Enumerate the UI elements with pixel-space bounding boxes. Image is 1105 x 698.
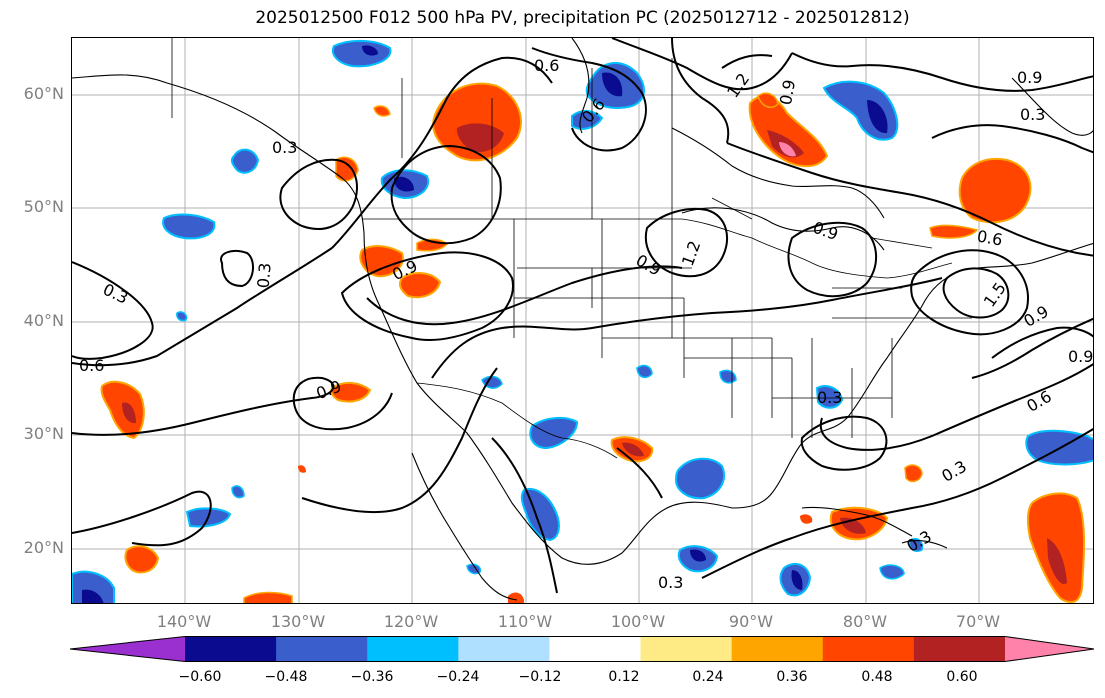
colorbar-tick-label: −0.12 [518, 669, 562, 685]
colorbar-segment [458, 636, 550, 662]
colorbar-segment [913, 636, 1006, 662]
colorbar-tick-label: −0.24 [436, 669, 480, 685]
coastlines [72, 38, 1093, 601]
contour-label: 0.3 [254, 262, 275, 289]
contour-label: 0.3 [100, 280, 131, 308]
contour-label: 0.6 [534, 56, 559, 75]
colorbar-outline [70, 636, 1095, 662]
contour-label: 0.3 [658, 573, 683, 592]
precip-negative-areas [72, 40, 1093, 603]
colorbar-tick-label: 0.60 [946, 669, 978, 685]
lat-label-30n: 30°N [23, 424, 64, 443]
lat-label-50n: 50°N [23, 197, 64, 216]
lon-label-110w: 110°W [497, 612, 553, 631]
lat-label-20n: 20°N [23, 538, 64, 557]
contour-label: 0.3 [817, 388, 842, 407]
contour-label: 0.3 [272, 138, 297, 157]
lat-label-40n: 40°N [23, 311, 64, 330]
colorbar [70, 636, 1095, 662]
colorbar-segment [822, 636, 915, 662]
colorbar-segment [276, 636, 368, 662]
lon-label-140w: 140°W [156, 612, 212, 631]
chart-title: 2025012500 F012 500 hPa PV, precipitatio… [255, 8, 910, 28]
colorbar-tick-label: −0.36 [350, 669, 394, 685]
contour-label: 0.3 [903, 527, 935, 556]
colorbar-tick-label: −0.48 [264, 669, 308, 685]
contour-label: 0.3 [938, 457, 970, 486]
contour-label: 0.6 [79, 356, 104, 375]
colorbar-segment [367, 636, 459, 662]
colorbar-segment [549, 636, 642, 662]
map-svg: 0.6 1.2 0.9 0.9 0.3 0.3 0.3 0.3 0.6 0.9 … [72, 38, 1093, 603]
colorbar-segment [640, 636, 733, 662]
colorbar-extend-low [70, 636, 185, 662]
colorbar-extend-high [1005, 636, 1094, 662]
contour-label: 0.9 [1020, 302, 1052, 331]
colorbar-tick-label: 0.48 [861, 669, 893, 685]
contour-label: 0.6 [976, 226, 1004, 249]
contour-label: 1.2 [678, 238, 705, 268]
colorbar-segment [731, 636, 824, 662]
contour-label: 0.9 [633, 250, 665, 279]
contour-label: 0.9 [776, 78, 799, 106]
contour-label: 0.9 [1017, 68, 1042, 87]
lon-label-120w: 120°W [383, 612, 439, 631]
colorbar-tick-label: 0.12 [608, 669, 640, 685]
contour-label: 1.2 [723, 70, 753, 102]
political-borders [171, 38, 972, 459]
lon-label-100w: 100°W [610, 612, 666, 631]
precip-positive-areas [100, 82, 1085, 603]
colorbar-tick-label: 0.36 [776, 669, 808, 685]
colorbar-tick-label: −0.60 [178, 669, 222, 685]
map-panel: 0.6 1.2 0.9 0.9 0.3 0.3 0.3 0.3 0.6 0.9 … [71, 37, 1094, 604]
pv-contours [72, 38, 1093, 594]
colorbar-segment [185, 636, 277, 662]
lon-label-70w: 70°W [955, 612, 1001, 631]
lon-label-80w: 80°W [842, 612, 888, 631]
contour-label: 0.9 [810, 218, 840, 245]
contour-label: 0.9 [1068, 347, 1093, 366]
lat-label-60n: 60°N [23, 84, 64, 103]
lon-label-90w: 90°W [728, 612, 774, 631]
colorbar-tick-label: 0.24 [692, 669, 724, 685]
contour-label: 0.6 [1023, 387, 1055, 416]
lon-label-130w: 130°W [270, 612, 326, 631]
contour-label: 0.3 [1020, 105, 1045, 124]
